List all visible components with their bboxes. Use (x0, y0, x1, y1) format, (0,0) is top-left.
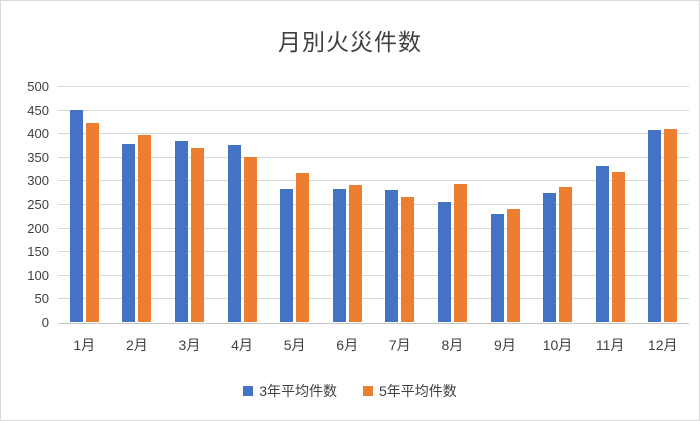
y-tick-label-450: 450 (27, 102, 49, 118)
chart-title: 月別火災件数 (278, 29, 422, 55)
gridline-y-450 (58, 109, 689, 111)
y-tick-label-100: 100 (27, 267, 49, 283)
x-tick-label-6月: 6月 (336, 337, 359, 353)
bar-5年平均件数-1月 (85, 122, 99, 322)
series1-swatch-icon (243, 386, 254, 396)
bar-3年平均件数-12月 (648, 129, 662, 322)
y-tick-label-500: 500 (27, 79, 49, 94)
x-tick-label-3月: 3月 (178, 337, 201, 353)
gridline-y-200 (58, 227, 689, 229)
x-tick-label-10月: 10月 (542, 337, 573, 353)
bar-5年平均件数-8月 (453, 183, 467, 322)
x-tick-label-5月: 5月 (283, 337, 306, 353)
x-tick-label-9月: 9月 (494, 337, 516, 353)
x-tick-label-7月: 7月 (388, 337, 411, 353)
gridline-y-250 (58, 204, 689, 205)
bar-5年平均件数-3月 (191, 148, 204, 322)
y-tick-label-300: 300 (27, 173, 49, 189)
bar-3年平均件数-11月 (595, 166, 609, 322)
bar-5年平均件数-5月 (296, 173, 310, 322)
y-tick-label-150: 150 (27, 244, 49, 260)
y-tick-label-400: 400 (27, 126, 49, 142)
bar-5年平均件数-11月 (611, 172, 625, 322)
bar-5年平均件数-4月 (243, 156, 257, 322)
bar-5年平均件数-2月 (138, 134, 152, 322)
y-tick-label-250: 250 (27, 197, 49, 212)
bar-3年平均件数-2月 (122, 144, 136, 322)
x-tick-label-11月: 11月 (595, 337, 625, 353)
bar-3年平均件数-10月 (543, 193, 556, 322)
series2-swatch-icon (363, 386, 373, 396)
bar-3年平均件数-5月 (280, 189, 294, 322)
bar-5年平均件数-10月 (559, 186, 572, 322)
x-tick-label-8月: 8月 (441, 337, 464, 353)
bar-5年平均件数-7月 (401, 196, 415, 322)
y-tick-label-50: 50 (34, 291, 49, 307)
plot-area (58, 86, 689, 324)
legend-item-series2: 5年平均件数 (363, 381, 457, 401)
gridline-y-350 (58, 156, 689, 158)
bar-3年平均件数-4月 (227, 145, 241, 322)
gridline-y-300 (58, 180, 689, 182)
bar-3年平均件数-3月 (175, 141, 188, 322)
bar-3年平均件数-8月 (437, 201, 451, 322)
y-tick-label-0: 0 (41, 315, 49, 330)
bar-5年平均件数-12月 (664, 129, 678, 322)
x-tick-label-2月: 2月 (125, 337, 148, 353)
gridline-y-500 (58, 86, 689, 87)
bar-3年平均件数-1月 (69, 109, 83, 322)
bar-5年平均件数-9月 (506, 208, 520, 322)
bar-3年平均件数-7月 (385, 190, 399, 322)
x-tick-label-4月: 4月 (231, 337, 253, 353)
legend-item-series1: 3年平均件数 (243, 381, 337, 401)
gridline-y-150 (58, 251, 689, 253)
bar-5年平均件数-6月 (348, 185, 362, 322)
y-tick-label-350: 350 (27, 149, 49, 165)
gridline-y-100 (58, 274, 689, 276)
bar-3年平均件数-6月 (332, 189, 346, 322)
bar-3年平均件数-9月 (490, 214, 504, 322)
gridline-y-400 (58, 133, 689, 135)
legend-label-series1: 3年平均件数 (259, 383, 337, 399)
gridline-y-50 (58, 298, 689, 300)
x-tick-label-1月: 1月 (73, 337, 96, 353)
legend-label-series2: 5年平均件数 (379, 383, 457, 399)
legend: 3年平均件数 5年平均件数 (1, 381, 699, 401)
y-tick-label-200: 200 (27, 220, 49, 236)
gridline-y-0 (58, 323, 689, 324)
x-tick-label-12月: 12月 (647, 337, 678, 353)
